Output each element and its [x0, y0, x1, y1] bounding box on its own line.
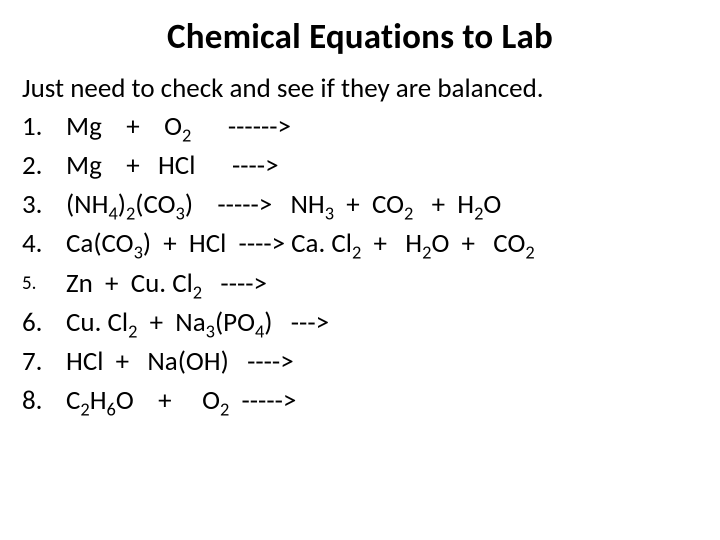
equation-text: Zn + Cu. Cl2 ---->: [66, 264, 267, 303]
list-item: 7.HCl + Na(OH) ---->: [22, 342, 698, 381]
equation-list: 1.Mg + O2 ------>2.Mg + HCl ---->3.(NH4)…: [22, 107, 698, 420]
slide: Chemical Equations to Lab Just need to c…: [0, 0, 720, 540]
item-number: 4.: [22, 224, 66, 263]
equation-text: C2H6O + O2 ----->: [66, 381, 296, 420]
list-item: 6.Cu. Cl2 + Na3(PO4) --->: [22, 303, 698, 342]
item-number: 6.: [22, 303, 66, 342]
item-number: 5.: [22, 264, 66, 303]
list-item: 8.C2H6O + O2 ----->: [22, 381, 698, 420]
list-item: 3.(NH4)2(CO3) -----> NH3 + CO2 + H2O: [22, 185, 698, 224]
list-item: 2.Mg + HCl ---->: [22, 146, 698, 185]
item-number: 8.: [22, 381, 66, 420]
list-item: 1.Mg + O2 ------>: [22, 107, 698, 146]
list-item: 5.Zn + Cu. Cl2 ---->: [22, 264, 698, 303]
equation-text: Mg + O2 ------>: [66, 107, 291, 146]
equation-text: Ca(CO3) + HCl ----> Ca. Cl2 + H2O + CO2: [66, 224, 535, 263]
equation-text: Cu. Cl2 + Na3(PO4) --->: [66, 303, 329, 342]
page-title: Chemical Equations to Lab: [22, 16, 698, 58]
intro-text: Just need to check and see if they are b…: [22, 72, 698, 105]
item-number: 7.: [22, 342, 66, 381]
equation-text: Mg + HCl ---->: [66, 146, 279, 185]
item-number: 2.: [22, 146, 66, 185]
item-number: 1.: [22, 107, 66, 146]
equation-text: (NH4)2(CO3) -----> NH3 + CO2 + H2O: [66, 185, 501, 224]
equation-text: HCl + Na(OH) ---->: [66, 342, 294, 381]
list-item: 4.Ca(CO3) + HCl ----> Ca. Cl2 + H2O + CO…: [22, 224, 698, 263]
item-number: 3.: [22, 185, 66, 224]
